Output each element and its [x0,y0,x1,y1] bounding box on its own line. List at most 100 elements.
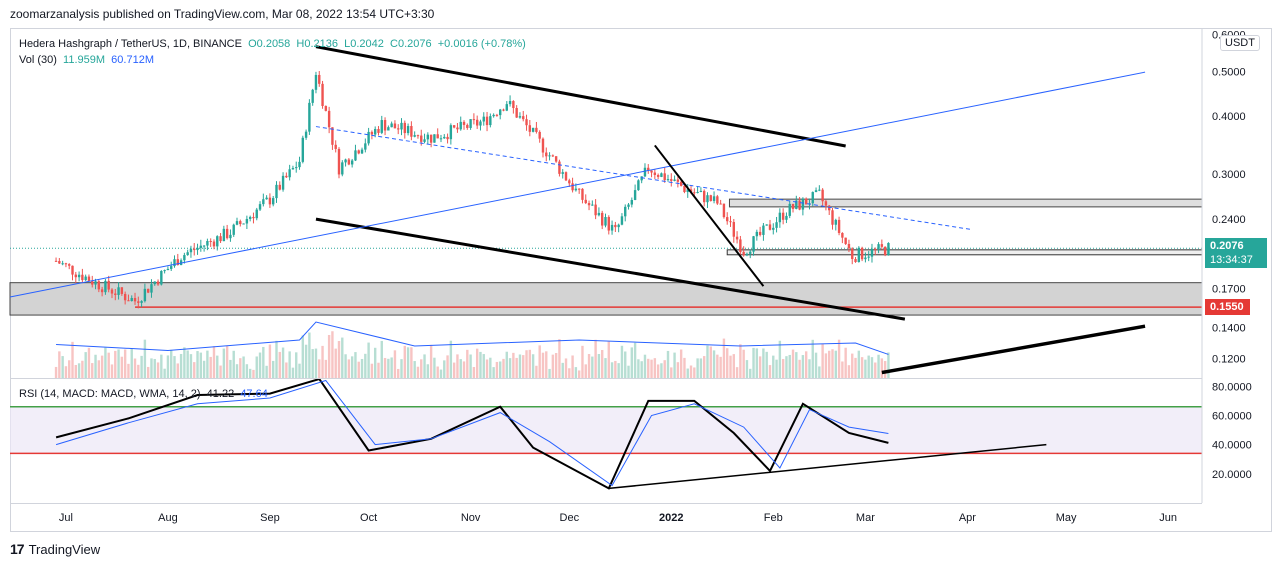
volume-bar [788,354,791,378]
candle-body [133,298,137,302]
volume-bar [377,362,380,378]
volume-bar [153,358,156,378]
volume-bar [508,358,512,378]
volume-bar [176,363,179,378]
volume-bar [479,351,482,378]
candle-body [673,179,676,181]
volume-bar [107,352,110,378]
volume-bar [225,345,229,378]
volume-bar [607,341,610,378]
volume-bar [120,356,124,378]
candle-body [258,204,262,210]
volume-bar [206,350,209,378]
volume-bar [877,354,880,378]
volume-bar [561,362,564,378]
rsi-label[interactable]: RSI (14, MACD: MACD, WMA, 14, 2) [19,388,201,400]
volume-bar [512,352,515,378]
candle-body [706,195,709,203]
volume-bar [285,362,288,378]
low-value: L0.2042 [344,38,384,50]
candle-body [712,196,716,201]
volume-bar [601,350,604,378]
time-tick-label: Feb [764,512,783,524]
candle-body [209,241,212,243]
price-tick-label: 0.5000 [1212,66,1246,78]
rsi-ma-value: 47.64 [240,388,268,400]
candle-body [327,110,331,128]
volume-bar [232,350,235,378]
candle-body [426,134,430,140]
candle-body [123,293,127,301]
volume-bar [84,352,87,378]
high-value: H0.2136 [296,38,339,50]
candle-body [663,173,666,181]
volume-bar [344,354,347,378]
candle-body [446,136,449,140]
candle-body [275,184,278,199]
candle-body [61,263,64,265]
volume-bar [429,344,433,378]
volume-bar [587,354,591,378]
candle-body [492,114,495,117]
candle-body [584,199,587,204]
volume-label[interactable]: Vol (30) [19,54,57,66]
candle-body [535,127,538,132]
candle-body [153,281,156,285]
volume-bar [489,357,492,378]
volume-bar [545,351,548,378]
volume-bar [410,347,413,378]
candle-body [795,200,798,209]
candle-body [821,189,824,202]
candle-body [594,204,597,216]
rsi-legend: RSI (14, MACD: MACD, WMA, 14, 2) 41.22 4… [19,388,268,400]
candle-body [170,266,173,269]
volume-bar [87,347,91,378]
volume-bar [71,341,74,378]
volume-bar [686,368,689,378]
volume-bar [469,354,472,378]
volume-bar [364,353,367,378]
candle-body [298,161,301,168]
candle-body [413,135,416,137]
volume-bar [492,367,495,378]
candle-body [304,131,308,138]
volume-bar [449,340,453,378]
volume-bar [811,339,814,378]
volume-bar [321,345,324,378]
volume-bar [722,338,726,378]
volume-bar [739,344,742,378]
volume-bar [308,332,311,378]
candle-body [614,224,617,228]
volume-bar [295,352,298,378]
volume-bar [709,346,712,378]
candle-body [854,259,857,262]
candle-body [456,127,459,130]
rsi-tick-label: 20.0000 [1212,469,1252,481]
candle-body [538,131,541,139]
tradingview-logo[interactable]: 17 TradingView [10,541,100,557]
volume-bar [620,345,624,378]
candle-body [173,259,176,267]
volume-bar [594,339,597,378]
volume-bar [212,346,216,378]
volume-bar [219,365,222,378]
candle-body [84,276,87,281]
candle-body [788,203,791,216]
volume-bar [173,356,176,378]
volume-bar [61,356,64,378]
symbol-label[interactable]: Hedera Hashgraph / TetherUS, 1D, BINANCE [19,38,242,50]
candle-body [860,247,864,260]
volume-bar [110,364,114,378]
candle-body [416,135,420,137]
currency-button[interactable]: USDT [1220,35,1260,51]
time-tick-label: Jun [1159,512,1177,524]
candle-body [176,259,179,266]
rsi-ma-line [55,379,889,487]
candle-body [341,162,344,175]
volume-bar [591,356,594,378]
candle-body [469,119,472,128]
volume-bar [847,365,851,378]
time-tick-label: Jul [59,512,73,524]
volume-bar [502,358,505,378]
